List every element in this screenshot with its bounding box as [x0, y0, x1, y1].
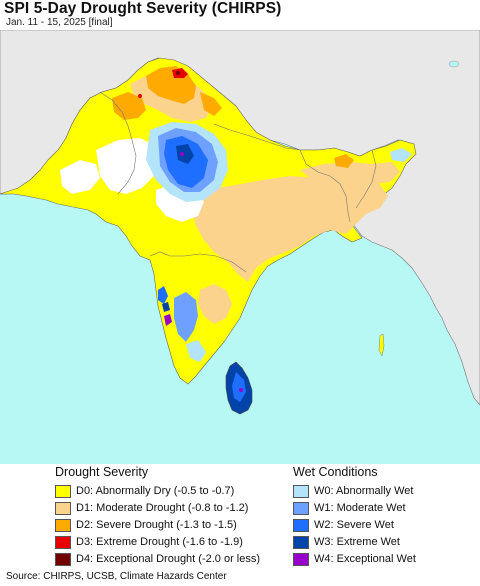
legend-label-d0: D0: Abnormally Dry (-0.5 to -0.7) — [76, 485, 235, 497]
legend-label-w1: W1: Moderate Wet — [314, 502, 406, 514]
legend-label-d1: D1: Moderate Drought (-0.8 to -1.2) — [76, 502, 249, 514]
legend-item-w2: W2: Severe Wet — [293, 518, 394, 532]
legend-item-d2: D2: Severe Drought (-1.3 to -1.5) — [55, 518, 237, 532]
legend-item-d4: D4: Exceptional Drought (-2.0 or less) — [55, 552, 260, 566]
legend-item-d0: D0: Abnormally Dry (-0.5 to -0.7) — [55, 484, 234, 498]
header: SPI 5-Day Drought Severity (CHIRPS) Jan.… — [0, 0, 480, 30]
legend-swatch-w1 — [293, 501, 309, 515]
legend-item-d3: D3: Extreme Drought (-1.6 to -1.9) — [55, 535, 243, 549]
w2-west-coast — [158, 286, 168, 304]
map-subtitle: Jan. 11 - 15, 2025 [final] — [6, 17, 113, 28]
drought-legend-title: Drought Severity — [55, 465, 149, 479]
legend-swatch-d2 — [55, 518, 71, 532]
w0-south — [186, 340, 206, 362]
neutral-pakistan — [60, 160, 100, 194]
d2-bhutan — [334, 154, 354, 168]
d1-northeast-band — [300, 162, 400, 184]
map-title: SPI 5-Day Drought Severity (CHIRPS) — [4, 0, 282, 17]
legend-swatch-w4 — [293, 552, 309, 566]
legend-item-w1: W1: Moderate Wet — [293, 501, 406, 515]
w3-rajasthan — [176, 144, 194, 164]
boundaries — [99, 91, 377, 273]
legend-label-d4: D4: Exceptional Drought (-2.0 or less) — [76, 553, 261, 565]
legend-label-w4: W4: Exceptional Wet — [314, 553, 416, 565]
w1-south — [174, 292, 198, 342]
legend-label-w3: W3: Extreme Wet — [314, 536, 400, 548]
legend-label-w0: W0: Abnormally Wet — [314, 485, 414, 497]
legend-label-d2: D2: Severe Drought (-1.3 to -1.5) — [76, 519, 237, 531]
source-credit: Source: CHIRPS, UCSB, Climate Hazards Ce… — [6, 571, 227, 582]
d1-south-interior — [198, 284, 232, 324]
legend-swatch-d1 — [55, 501, 71, 515]
legend-swatch-d0 — [55, 484, 71, 498]
legend-item-w3: W3: Extreme Wet — [293, 535, 400, 549]
w3-west-coast — [162, 302, 170, 312]
w4-west-coast — [164, 314, 172, 326]
d2-punjab — [112, 92, 146, 120]
w4-spot — [180, 152, 184, 156]
legend-swatch-w3 — [293, 535, 309, 549]
d4-spot — [176, 71, 180, 75]
neutral-west — [96, 138, 160, 194]
sri-lanka-w4 — [239, 388, 243, 392]
legend-item-w4: W4: Exceptional Wet — [293, 552, 416, 566]
legend-item-w0: W0: Abnormally Wet — [293, 484, 413, 498]
d3-spot-2 — [138, 94, 142, 98]
w0-northeast — [390, 148, 412, 162]
wet-legend-title: Wet Conditions — [293, 465, 378, 479]
legend-swatch-w0 — [293, 484, 309, 498]
legend-label-d3: D3: Extreme Drought (-1.6 to -1.9) — [76, 536, 243, 548]
d1-bangladesh — [328, 192, 358, 222]
legend-swatch-d3 — [55, 535, 71, 549]
drought-map — [0, 30, 480, 464]
legend-swatch-w2 — [293, 518, 309, 532]
legend-swatch-d4 — [55, 552, 71, 566]
sri-lanka-w2 — [232, 372, 246, 402]
d2-kashmir — [200, 92, 222, 116]
legend-label-w2: W2: Severe Wet — [314, 519, 394, 531]
andaman-islands — [378, 333, 385, 357]
lake — [448, 60, 460, 68]
legend: Drought Severity Wet Conditions D0: Abno… — [0, 464, 480, 570]
legend-item-d1: D1: Moderate Drought (-0.8 to -1.2) — [55, 501, 248, 515]
